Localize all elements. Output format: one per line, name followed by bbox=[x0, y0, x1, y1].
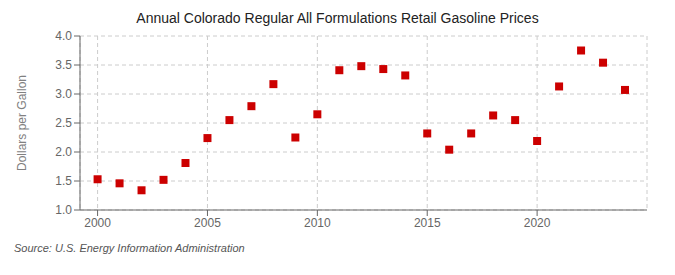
html-text:Annual Colorado Regular All Fo: Annual Colorado Regular All Formulations… bbox=[136, 10, 539, 26]
svg-text:4.0: 4.0 bbox=[55, 29, 72, 43]
svg-text:1.5: 1.5 bbox=[55, 174, 72, 188]
svg-text:2.0: 2.0 bbox=[55, 145, 72, 159]
svg-text:2000: 2000 bbox=[84, 216, 111, 230]
html-text:Source: U.S. Energy Informatio: Source: U.S. Energy Information Administ… bbox=[14, 242, 245, 254]
svg-text:1.0: 1.0 bbox=[55, 203, 72, 217]
svg-text:2010: 2010 bbox=[304, 216, 331, 230]
svg-text:2015: 2015 bbox=[414, 216, 441, 230]
svg-text:3.0: 3.0 bbox=[55, 87, 72, 101]
svg-text:2020: 2020 bbox=[524, 216, 551, 230]
svg-text:2.5: 2.5 bbox=[55, 116, 72, 130]
svg-text:3.5: 3.5 bbox=[55, 58, 72, 72]
svg-text:Dollars per Gallon: Dollars per Gallon bbox=[15, 75, 29, 171]
svg-text:2005: 2005 bbox=[194, 216, 221, 230]
